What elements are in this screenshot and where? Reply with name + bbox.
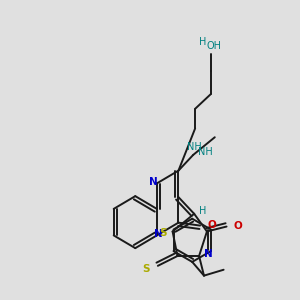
Text: N: N bbox=[154, 230, 163, 239]
Text: H: H bbox=[199, 206, 207, 216]
Text: NH: NH bbox=[187, 142, 202, 152]
Text: S: S bbox=[142, 264, 150, 274]
Text: O: O bbox=[208, 220, 216, 230]
Text: NH: NH bbox=[198, 147, 212, 157]
Text: H: H bbox=[199, 37, 207, 47]
Text: N: N bbox=[203, 249, 212, 259]
Text: N: N bbox=[148, 177, 157, 188]
Text: S: S bbox=[159, 228, 166, 239]
Text: OH: OH bbox=[206, 41, 221, 51]
Text: O: O bbox=[234, 220, 243, 231]
